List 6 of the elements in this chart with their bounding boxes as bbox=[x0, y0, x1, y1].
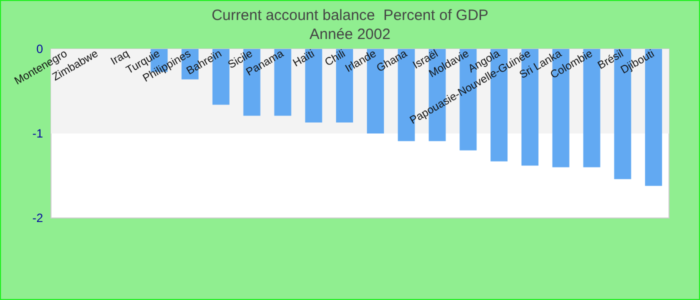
y-tick-label: -2 bbox=[32, 211, 44, 225]
chart-subtitle: Année 2002 bbox=[310, 26, 390, 43]
y-tick-label: -1 bbox=[32, 126, 44, 140]
y-tick-label: 0 bbox=[36, 42, 44, 56]
x-tick-label: Haïti bbox=[291, 48, 317, 70]
chart-title: Current account balance Percent of GDP bbox=[212, 7, 488, 24]
